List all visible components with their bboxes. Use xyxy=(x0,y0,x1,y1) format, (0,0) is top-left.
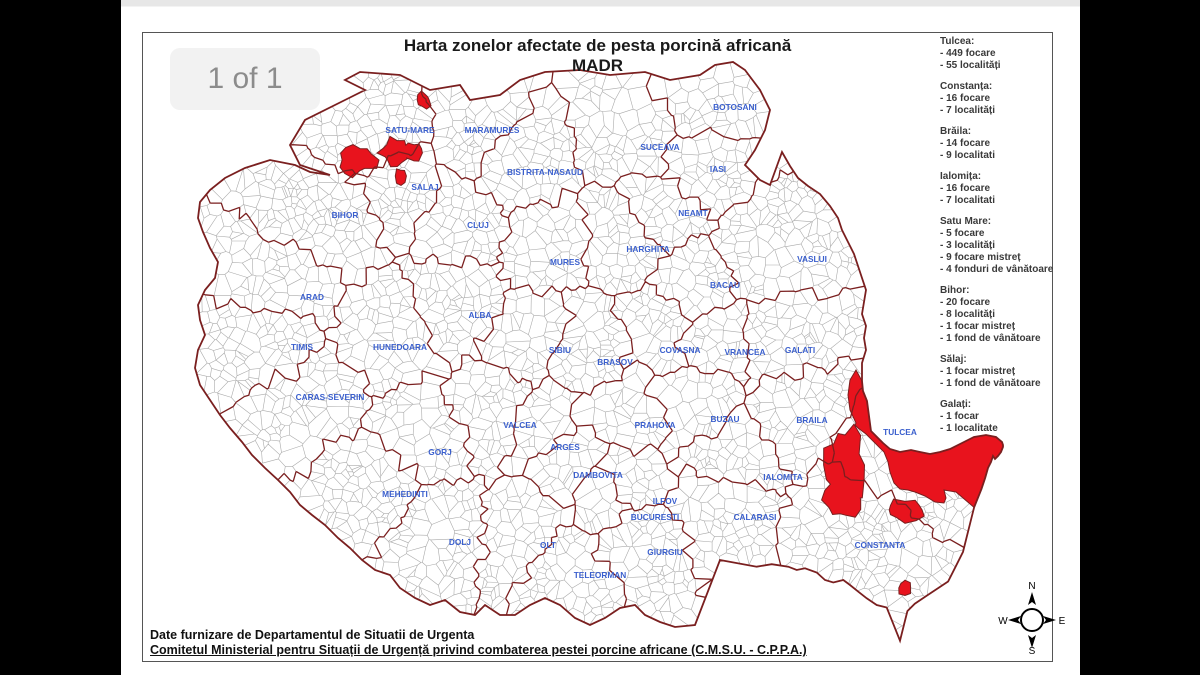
svg-text:S: S xyxy=(1029,646,1036,657)
svg-text:W: W xyxy=(998,616,1008,627)
svg-text:N: N xyxy=(1028,581,1035,592)
svg-text:E: E xyxy=(1059,616,1066,627)
